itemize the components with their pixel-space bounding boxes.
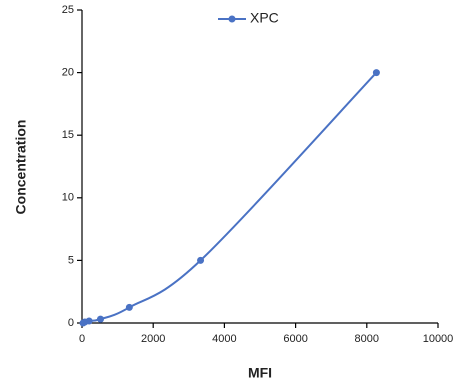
data-point xyxy=(372,69,380,77)
x-tick-label: 2000 xyxy=(141,333,165,345)
y-tick-label: 15 xyxy=(62,129,74,141)
legend-label: XPC xyxy=(250,10,279,26)
y-tick-label: 10 xyxy=(62,192,74,204)
y-axis-label: Concentration xyxy=(13,120,29,215)
y-tick-label: 25 xyxy=(62,4,74,16)
legend-marker xyxy=(228,15,236,23)
y-tick-label: 0 xyxy=(68,317,74,329)
x-axis-label: MFI xyxy=(248,365,272,381)
data-point xyxy=(85,317,93,325)
data-point xyxy=(125,303,133,311)
x-tick-label: 8000 xyxy=(355,333,379,345)
y-tick-label: 5 xyxy=(68,254,74,266)
x-tick-label: 6000 xyxy=(283,333,307,345)
x-tick-label: 4000 xyxy=(212,333,236,345)
data-line xyxy=(82,71,378,324)
data-point xyxy=(97,315,105,323)
data-point xyxy=(197,256,205,264)
y-tick-label: 20 xyxy=(62,67,74,79)
x-tick-label: 10000 xyxy=(423,333,454,345)
x-tick-label: 0 xyxy=(79,333,85,345)
